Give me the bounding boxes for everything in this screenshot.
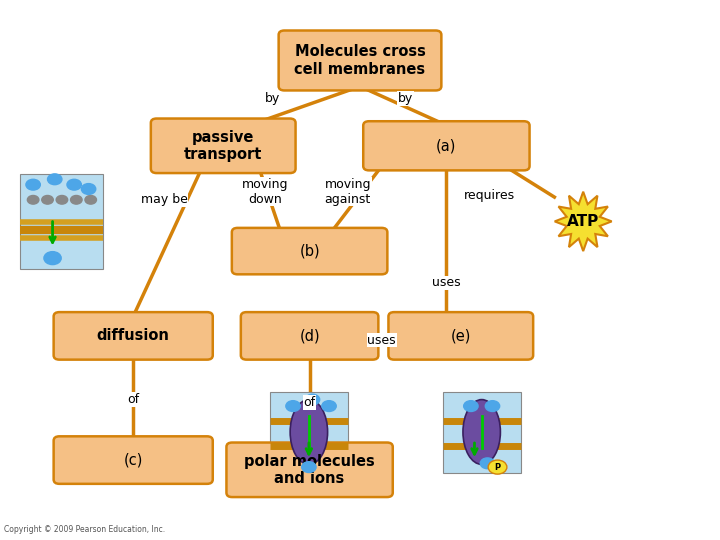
FancyBboxPatch shape <box>363 122 529 171</box>
Circle shape <box>85 195 96 204</box>
FancyBboxPatch shape <box>226 443 393 497</box>
Text: requires: requires <box>464 189 516 202</box>
Circle shape <box>464 401 478 411</box>
Circle shape <box>26 179 40 190</box>
Text: moving
down: moving down <box>242 178 288 206</box>
Text: Molecules cross
cell membranes: Molecules cross cell membranes <box>294 44 426 77</box>
Ellipse shape <box>463 400 500 464</box>
Text: (e): (e) <box>451 328 471 343</box>
Text: may be: may be <box>140 193 188 206</box>
Circle shape <box>67 179 81 190</box>
Circle shape <box>302 462 316 472</box>
Ellipse shape <box>290 400 328 464</box>
Text: (a): (a) <box>436 138 456 153</box>
FancyBboxPatch shape <box>151 119 296 173</box>
FancyBboxPatch shape <box>232 228 387 274</box>
Circle shape <box>71 195 82 204</box>
Text: Copyright © 2009 Pearson Education, Inc.: Copyright © 2009 Pearson Education, Inc. <box>4 524 165 534</box>
Circle shape <box>42 195 53 204</box>
Text: uses: uses <box>367 334 396 347</box>
Text: of: of <box>304 396 315 409</box>
Text: by: by <box>264 92 280 105</box>
FancyBboxPatch shape <box>54 436 213 484</box>
FancyBboxPatch shape <box>20 174 103 269</box>
Text: (b): (b) <box>300 244 320 259</box>
Text: P: P <box>495 463 500 471</box>
FancyBboxPatch shape <box>443 392 521 472</box>
Text: passive
transport: passive transport <box>184 130 262 162</box>
Circle shape <box>488 460 507 474</box>
Circle shape <box>27 195 39 204</box>
FancyBboxPatch shape <box>279 30 441 90</box>
Circle shape <box>485 401 500 411</box>
Circle shape <box>56 195 68 204</box>
Circle shape <box>81 184 96 194</box>
Circle shape <box>322 401 336 411</box>
Text: of: of <box>127 393 139 406</box>
Text: diffusion: diffusion <box>96 328 170 343</box>
Polygon shape <box>554 192 612 251</box>
Circle shape <box>480 458 495 469</box>
Circle shape <box>286 401 300 411</box>
Text: moving
against: moving against <box>325 178 371 206</box>
Text: polar molecules
and ions: polar molecules and ions <box>244 454 375 486</box>
Text: by: by <box>397 92 413 105</box>
Text: (d): (d) <box>300 328 320 343</box>
Text: ATP: ATP <box>567 214 599 229</box>
Circle shape <box>48 174 62 185</box>
FancyBboxPatch shape <box>270 392 348 472</box>
FancyBboxPatch shape <box>54 312 213 360</box>
Circle shape <box>44 252 61 265</box>
Text: uses: uses <box>432 276 461 289</box>
Circle shape <box>305 394 320 405</box>
FancyBboxPatch shape <box>240 312 379 360</box>
Text: (c): (c) <box>124 453 143 468</box>
FancyBboxPatch shape <box>389 312 533 360</box>
